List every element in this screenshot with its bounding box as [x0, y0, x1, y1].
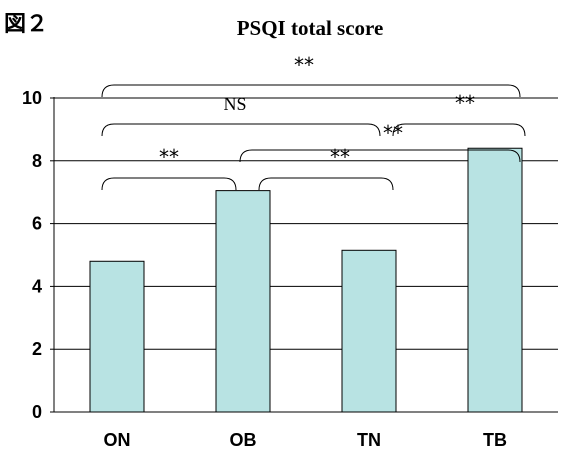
- significance-label-OB-TN: **: [330, 145, 350, 169]
- axes: 0 2 4 6 8 10 ON OB TN TB: [22, 88, 558, 450]
- y-tick-label-10: 10: [22, 88, 42, 108]
- y-tick-label-0: 0: [32, 402, 42, 422]
- bracket-OB-TN: [258, 177, 394, 191]
- bar-OB: [215, 190, 271, 413]
- bars: [89, 147, 523, 413]
- x-tick-label-TB: TB: [483, 430, 507, 450]
- significance-label-ON-TN: NS: [223, 94, 246, 114]
- bracket-OB-TB: [239, 149, 521, 163]
- y-tick-label-6: 6: [32, 214, 42, 234]
- y-tick-label-2: 2: [32, 339, 42, 359]
- bracket-ON-TB: [101, 84, 521, 98]
- significance-brackets: ** **NS******: [101, 53, 526, 191]
- bracket-ON-OB: [101, 177, 237, 191]
- bracket-TN-TB: [392, 123, 526, 137]
- significance-label-ON-TB: **: [294, 53, 314, 77]
- bar-TN: [341, 249, 397, 413]
- bracket-ON-TN: [101, 123, 381, 137]
- y-tick-label-8: 8: [32, 151, 42, 171]
- bar-TB: [467, 147, 523, 413]
- x-tick-label-TN: TN: [357, 430, 381, 450]
- figure-label: 図２: [4, 12, 49, 37]
- significance-label-TN-TB: **: [455, 91, 475, 115]
- bar-ON: [89, 260, 145, 413]
- x-tick-label-ON: ON: [104, 430, 131, 450]
- x-tick-label-OB: OB: [230, 430, 257, 450]
- significance-label-ON-OB: **: [159, 145, 179, 169]
- chart-title: PSQI total score: [236, 16, 384, 40]
- y-tick-label-4: 4: [32, 276, 42, 296]
